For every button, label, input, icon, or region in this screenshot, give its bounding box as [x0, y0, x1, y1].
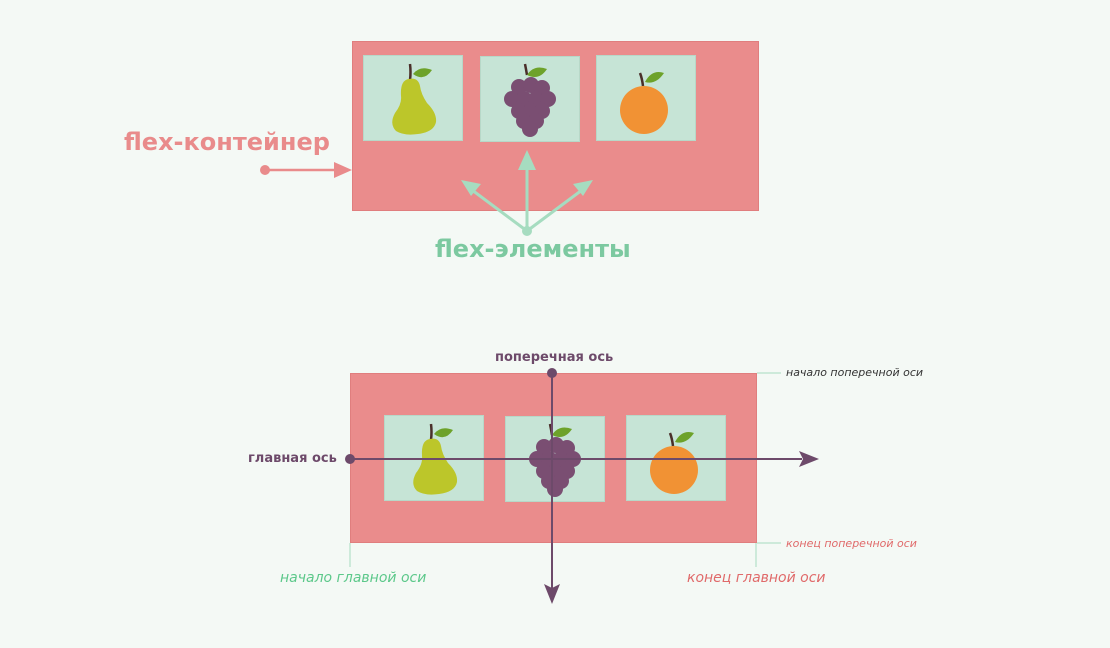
pear-icon — [392, 63, 437, 135]
main-end-label: конец главной оси — [687, 570, 826, 586]
flex-item-pear-top — [363, 55, 463, 141]
pear-icon — [413, 423, 458, 495]
flex-container-label: flex-контейнер — [124, 128, 330, 156]
cross-start-label: начало поперечной оси — [786, 366, 924, 379]
cross-axis-label: поперечная ось — [495, 350, 614, 365]
flex-elements-label: flex-элементы — [435, 235, 631, 263]
main-axis-arrowhead — [799, 451, 819, 467]
grapes-icon — [504, 63, 556, 137]
element-pointer-arrow-left — [471, 188, 528, 233]
cross-axis-arrowhead — [544, 584, 560, 604]
flex-item-grapes-top — [480, 56, 580, 142]
orange-icon — [620, 72, 668, 134]
main-start-label: начало главной оси — [280, 570, 427, 586]
element-pointer-arrow-right — [526, 188, 583, 233]
flex-item-orange-top — [596, 55, 696, 141]
cross-end-label: конец поперечной оси — [786, 537, 917, 550]
main-axis-label: главная ось — [248, 451, 337, 466]
